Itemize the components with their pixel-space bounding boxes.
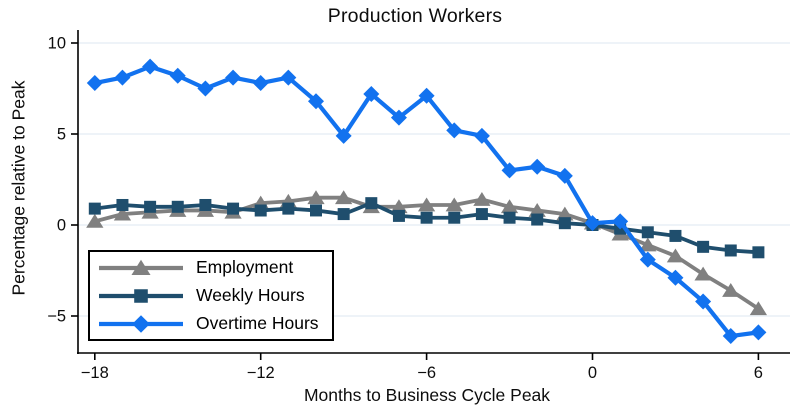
marker-triangle (556, 206, 574, 221)
marker-diamond (612, 213, 629, 230)
legend-label: Employment (196, 257, 294, 277)
legend-item-employment: Employment (90, 254, 332, 282)
marker-diamond (556, 167, 573, 184)
marker-square (282, 202, 295, 215)
marker-diamond (529, 158, 546, 175)
marker-diamond (142, 58, 159, 75)
marker-diamond (501, 162, 518, 179)
marker-triangle (666, 248, 685, 263)
marker-triangle (417, 197, 436, 212)
marker-square (641, 226, 654, 239)
x-axis-title: Months to Business Cycle Peak (303, 385, 551, 405)
marker-diamond (363, 85, 380, 102)
marker-diamond (280, 69, 297, 86)
y-tick-label: 0 (57, 217, 66, 235)
marker-triangle (528, 202, 546, 217)
marker-diamond (86, 75, 103, 92)
marker-square (448, 211, 461, 224)
x-tick-label: 0 (588, 364, 597, 382)
x-tick-label: −12 (247, 364, 275, 382)
marker-diamond (584, 215, 601, 232)
marker-square (392, 209, 405, 222)
marker-square (310, 204, 322, 217)
marker-diamond (667, 269, 684, 286)
marker-diamond (335, 127, 352, 144)
marker-triangle (445, 197, 463, 212)
marker-square (724, 244, 737, 257)
marker-triangle (86, 213, 104, 228)
marker-triangle (694, 266, 712, 281)
marker-triangle (390, 199, 408, 214)
marker-diamond (639, 251, 656, 268)
marker-square (475, 208, 488, 221)
marker-diamond (418, 87, 435, 104)
marker-square (171, 200, 184, 213)
marker-diamond (114, 69, 131, 86)
marker-square (558, 217, 571, 230)
marker-diamond (473, 127, 490, 144)
legend-item-weekly-hours: Weekly Hours (90, 282, 332, 310)
marker-square (254, 204, 267, 217)
x-tick-label: −6 (417, 364, 436, 382)
marker-triangle (473, 192, 491, 206)
y-axis-title: Percentage relative to Peak (8, 80, 29, 296)
marker-square (199, 198, 212, 211)
chart-title: Production Workers (327, 5, 503, 27)
series-overtime-hours (86, 58, 767, 345)
legend-item-overtime-hours: Overtime Hours (90, 310, 332, 338)
marker-diamond (225, 69, 242, 86)
marker-square (697, 240, 710, 253)
marker-triangle (335, 190, 353, 205)
legend-marker-diamond-icon (99, 314, 183, 333)
y-tick-label: 10 (48, 35, 66, 53)
marker-triangle (639, 237, 657, 252)
marker-diamond (252, 75, 269, 92)
marker-square (337, 208, 350, 221)
marker-square (503, 211, 516, 224)
y-tick-label: −5 (47, 308, 66, 326)
marker-triangle (307, 190, 325, 205)
marker-diamond (308, 93, 324, 110)
marker-square (420, 211, 433, 224)
marker-triangle (749, 301, 768, 316)
marker-triangle (722, 283, 740, 297)
legend-label: Weekly Hours (196, 285, 305, 305)
legend-marker-triangle-icon (99, 259, 183, 275)
x-tick-label: 6 (754, 364, 763, 382)
x-tick-label: −18 (81, 364, 109, 382)
marker-diamond (446, 122, 463, 139)
y-tick-label: 5 (57, 126, 66, 144)
marker-square (227, 202, 240, 215)
marker-square (531, 213, 544, 226)
marker-square (669, 229, 682, 242)
marker-square (365, 197, 378, 210)
marker-square (88, 202, 101, 215)
legend: Employment Weekly Hours Overtime Hours (88, 250, 334, 341)
marker-square (752, 246, 765, 259)
marker-triangle (500, 199, 519, 214)
legend-label: Overtime Hours (196, 313, 319, 333)
marker-diamond (695, 293, 712, 310)
marker-diamond (722, 328, 739, 345)
marker-diamond (390, 109, 407, 126)
marker-diamond (750, 324, 767, 341)
legend-marker-square-icon (99, 288, 183, 303)
marker-triangle (113, 206, 132, 221)
marker-diamond (197, 80, 214, 97)
marker-square (144, 200, 157, 213)
marker-diamond (169, 67, 186, 84)
marker-square (116, 198, 129, 211)
